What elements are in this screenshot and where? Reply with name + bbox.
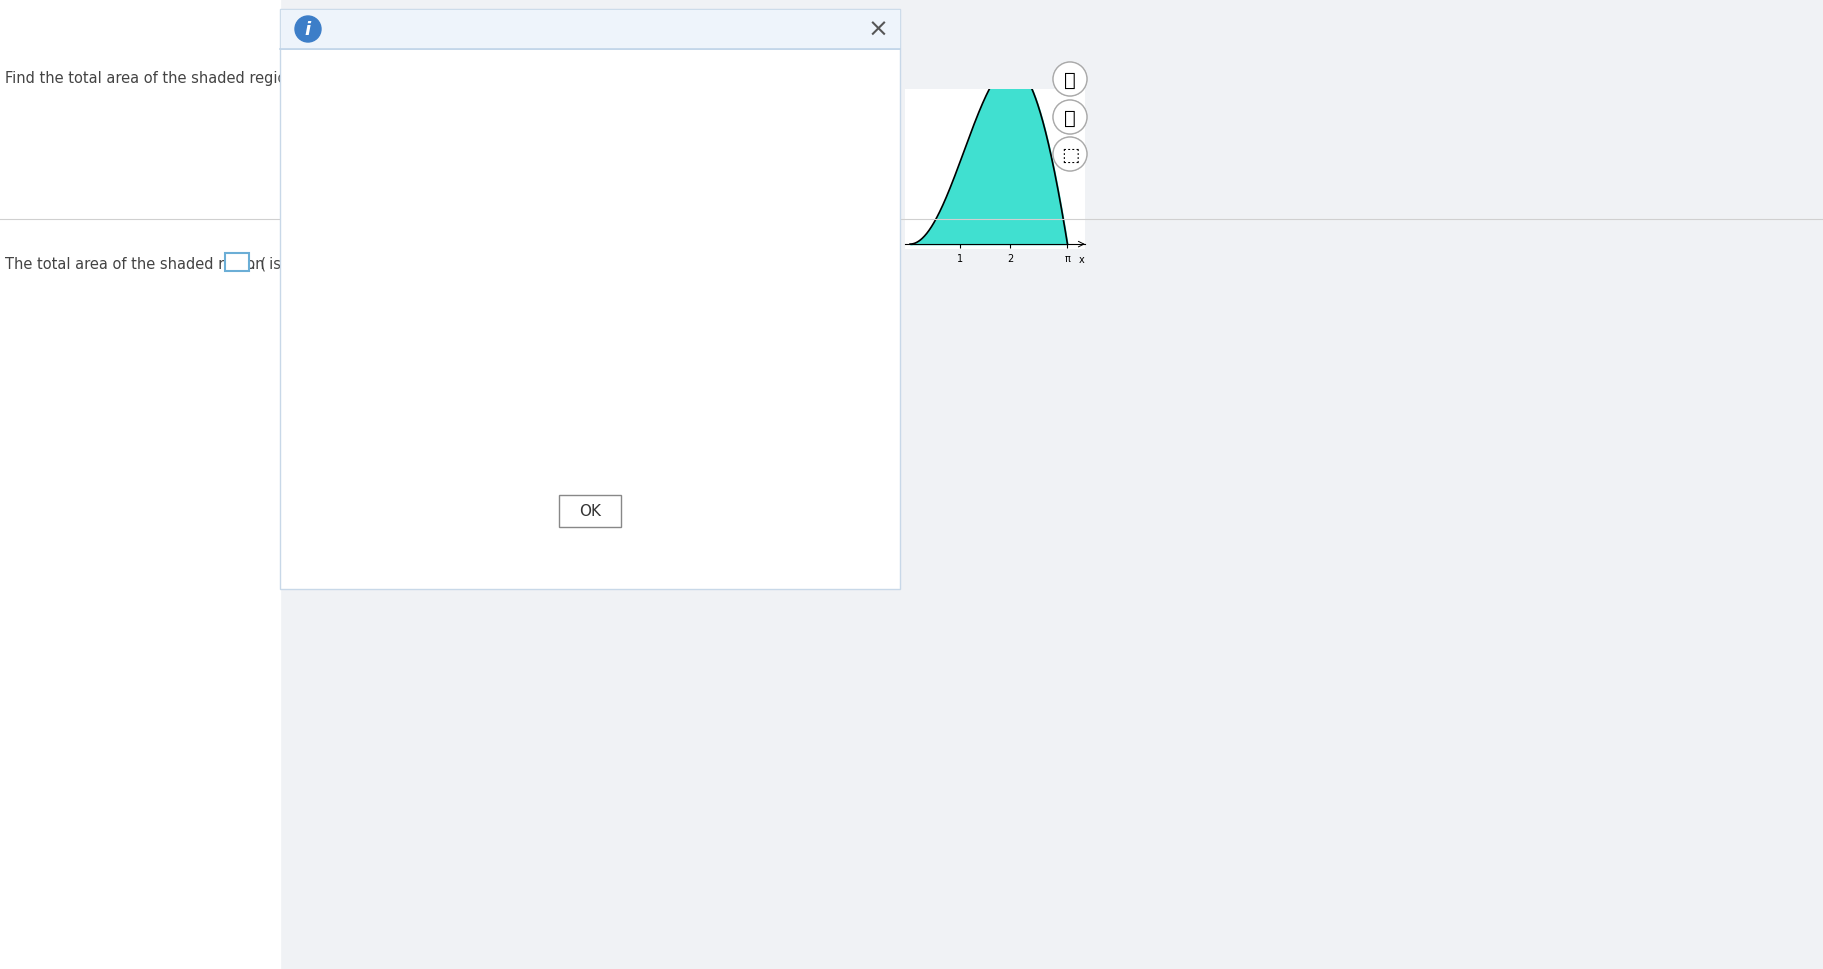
Text: x: x [877, 496, 886, 514]
Text: x: x [1077, 255, 1083, 265]
Text: . (: . ( [252, 256, 266, 271]
Text: i: i [304, 21, 312, 39]
Circle shape [1052, 138, 1087, 172]
Text: 🔍: 🔍 [1063, 109, 1076, 127]
Text: Find the total area of the shaded region sho: Find the total area of the shaded region… [5, 72, 326, 86]
Bar [224, 254, 250, 271]
Text: y: y [361, 57, 370, 76]
Circle shape [1052, 63, 1087, 97]
Text: ×: × [868, 18, 888, 42]
Text: OK: OK [578, 504, 600, 519]
Bar [281, 10, 899, 589]
Text: 🔍: 🔍 [1063, 71, 1076, 89]
Bar [558, 495, 620, 527]
Circle shape [295, 17, 321, 43]
Circle shape [1052, 101, 1087, 135]
Text: ⬚: ⬚ [1061, 145, 1079, 165]
Circle shape [1052, 101, 1087, 135]
Circle shape [1052, 63, 1087, 97]
Bar [281, 10, 899, 50]
Bar [0, 0, 281, 969]
Text: The total area of the shaded region is: The total area of the shaded region is [5, 256, 281, 271]
Circle shape [1052, 138, 1087, 172]
